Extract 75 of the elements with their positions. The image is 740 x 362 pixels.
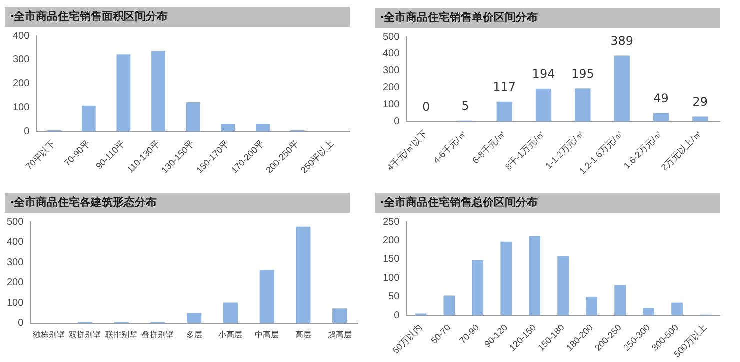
bar — [116, 54, 131, 132]
y-tick-label: 0 — [24, 126, 30, 138]
y-tick-label: 100 — [12, 102, 30, 114]
y-tick-label: 500 — [382, 32, 400, 43]
y-tick-label: 0 — [394, 116, 400, 128]
x-tick-label: 超高层 — [328, 330, 352, 340]
chart-title: ·全市商品住宅销售单价区间分布 — [375, 8, 720, 28]
bar — [186, 102, 200, 132]
bar — [260, 270, 274, 324]
bar — [223, 302, 238, 324]
bar — [536, 88, 552, 122]
bar — [614, 285, 626, 316]
bar — [187, 313, 202, 324]
x-tick-label: 4千元/㎡以下 — [385, 128, 430, 173]
y-tick-label: 400 — [12, 30, 30, 42]
x-tick-label: 叠拼别墅 — [142, 330, 174, 340]
x-tick-label: 高层 — [295, 330, 312, 340]
x-tick-label: 小高层 — [218, 330, 243, 340]
y-tick-label: 400 — [6, 237, 24, 248]
bar — [558, 256, 570, 316]
y-tick-label: 100 — [382, 100, 400, 110]
y-tick-label: 400 — [382, 48, 400, 60]
chart-title: ·全市商品住宅销售面积区间分布 — [5, 7, 350, 27]
y-tick-label: 50 — [388, 292, 400, 303]
y-tick-label: 200 — [382, 82, 400, 94]
x-tick-label: 70平以下 — [24, 138, 58, 172]
y-tick-label: 200 — [382, 235, 400, 246]
y-tick-label: 100 — [6, 298, 24, 309]
y-tick-label: 200 — [6, 278, 24, 289]
y-tick-label: 0 — [394, 310, 400, 322]
bar — [296, 226, 311, 324]
data-label: 0 — [422, 100, 430, 114]
y-tick-label: 500 — [6, 216, 24, 228]
bar — [586, 296, 598, 316]
y-tick-label: 200 — [12, 78, 30, 90]
data-label: 194 — [532, 66, 556, 81]
y-tick-label: 250 — [382, 216, 400, 228]
bar — [672, 302, 683, 316]
data-label: 195 — [571, 66, 594, 81]
bar — [614, 56, 630, 122]
bar — [692, 116, 708, 122]
data-label: 117 — [493, 80, 516, 94]
data-label: 389 — [610, 34, 634, 48]
x-tick-label: 多层 — [186, 330, 202, 340]
bar — [643, 308, 654, 316]
data-label: 29 — [692, 94, 708, 109]
chart-title: ·全市商品住宅销售总价区间分布 — [375, 193, 720, 213]
y-tick-label: 300 — [12, 54, 30, 66]
bar — [500, 242, 512, 316]
bar — [575, 88, 591, 122]
bar — [82, 106, 96, 132]
x-tick-label: 中高层 — [255, 330, 280, 340]
bar — [444, 296, 456, 316]
chart-title: ·全市商品住宅各建筑形态分布 — [5, 193, 350, 213]
bar — [332, 308, 348, 324]
y-tick-label: 0 — [18, 318, 24, 330]
x-tick-label: 联排别墅 — [106, 330, 138, 340]
bar — [256, 124, 270, 132]
x-tick-label: 50万以内 — [390, 322, 424, 356]
x-tick-label: 双拼别墅 — [69, 330, 102, 340]
bar — [496, 102, 512, 122]
y-tick-label: 100 — [382, 272, 400, 284]
data-label: 49 — [654, 92, 669, 106]
bar — [152, 51, 166, 132]
y-tick-label: 300 — [382, 66, 400, 77]
x-tick-label: 2万元以上/㎡ — [659, 128, 704, 173]
bar — [472, 260, 484, 316]
y-tick-label: 300 — [6, 257, 24, 268]
bar — [221, 124, 236, 132]
y-tick-label: 150 — [382, 254, 400, 266]
bar — [529, 236, 541, 316]
bar — [653, 113, 670, 122]
data-label: 5 — [462, 98, 470, 113]
x-tick-label: 独栋别墅 — [32, 330, 65, 340]
x-tick-label: 4-6千元/㎡ — [431, 128, 469, 166]
